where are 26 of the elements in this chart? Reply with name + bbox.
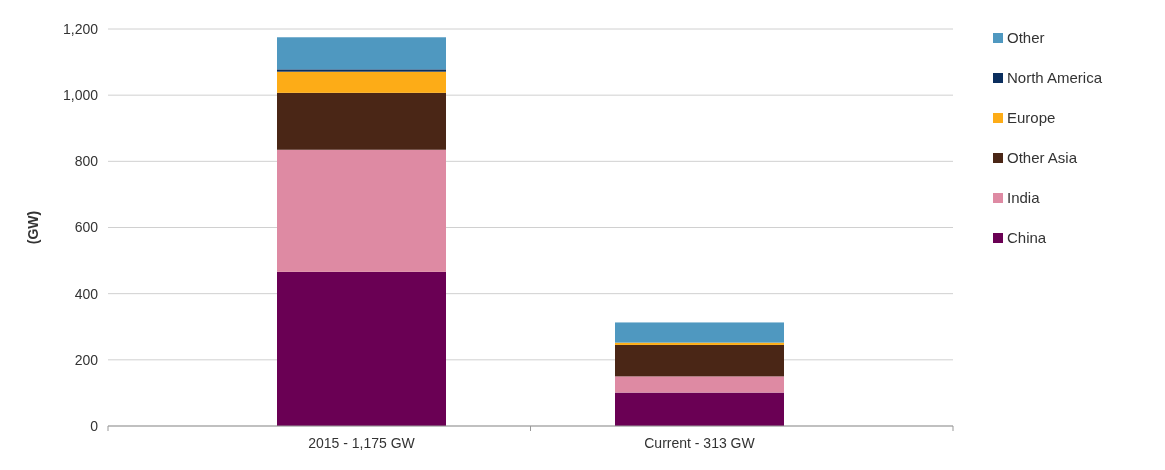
bar	[277, 37, 446, 70]
x-tick-label: Current - 313 GW	[644, 435, 756, 451]
legend-label: China	[1007, 229, 1047, 247]
legend-label: North America	[1007, 69, 1103, 87]
legend-label: Other Asia	[1007, 149, 1078, 167]
y-tick-label: 1,000	[62, 87, 99, 104]
bar	[277, 71, 446, 93]
bar	[615, 322, 784, 343]
bar	[615, 392, 784, 426]
y-tick-label: 1,200	[62, 20, 99, 37]
legend-label: Other	[1007, 29, 1045, 47]
y-tick-label: 0	[90, 417, 99, 434]
bar	[615, 376, 784, 393]
bar	[277, 69, 446, 72]
y-tick-label: 200	[74, 351, 99, 368]
bar	[277, 271, 446, 426]
y-axis-title: (GW)	[25, 210, 41, 245]
y-tick-label: 400	[74, 285, 99, 302]
bar	[277, 149, 446, 272]
legend-label: India	[1007, 189, 1041, 207]
bar	[277, 92, 446, 150]
y-tick-label: 600	[74, 219, 99, 236]
legend-label: Europe	[1007, 109, 1056, 127]
y-tick-label: 800	[74, 153, 99, 170]
bar	[615, 344, 784, 377]
x-tick-label: 2015 - 1,175 GW	[308, 435, 416, 451]
